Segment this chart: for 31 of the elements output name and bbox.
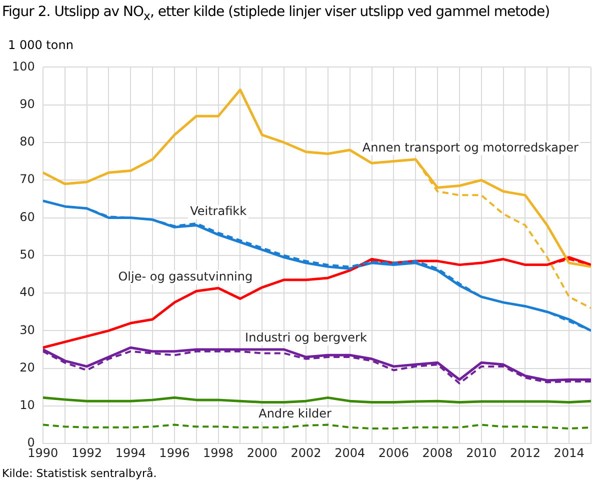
y-tick-label: 80 — [20, 134, 35, 149]
x-tick-label: 1998 — [203, 446, 234, 460]
y-tick-label: 50 — [20, 248, 35, 262]
y-tick-label: 70 — [20, 172, 35, 186]
series-label: Andre kilder — [258, 406, 332, 421]
x-tick-label: 1990 — [28, 446, 58, 460]
series-label: Annen transport og motorredskaper — [362, 140, 578, 154]
y-tick-label: 30 — [20, 322, 35, 337]
x-tick-label: 2002 — [290, 446, 322, 460]
x-tick-label: 2006 — [378, 446, 409, 460]
x-tick-label: 2010 — [466, 446, 497, 460]
x-tick-label: 1992 — [71, 446, 102, 460]
series-label: Veitrafikk — [190, 204, 247, 218]
y-tick-label: 90 — [20, 96, 35, 111]
text: Kilde: Statistisk sentralbyrå. — [2, 467, 157, 480]
x-tick-label: 2012 — [510, 446, 540, 460]
x-tick-label: 2008 — [422, 446, 453, 460]
y-tick-label: 60 — [20, 210, 35, 224]
chart-title: Figur 2. Utslipp av NO$_{x}$, etter kilde (stiplede linjer viser utslipp ved gammel metode) — [2, 4, 550, 23]
x-tick-label: 1996 — [159, 446, 190, 460]
x-tick-label: 1994 — [115, 446, 146, 460]
series-label: Olje- og gassutvinning — [118, 269, 253, 284]
x-tick-label: 2014 — [554, 446, 584, 460]
y-tick-label: 100 — [12, 59, 35, 74]
y-axis-title: 1 000 tonn — [8, 38, 74, 52]
y-tick-label: 20 — [20, 360, 35, 374]
y-tick-label: 10 — [20, 398, 35, 412]
x-tick-label: 2000 — [246, 446, 278, 460]
x-tick-label: 2004 — [334, 446, 366, 460]
series-label: Industri og bergverk — [245, 330, 367, 344]
y-tick-label: 40 — [20, 285, 35, 300]
